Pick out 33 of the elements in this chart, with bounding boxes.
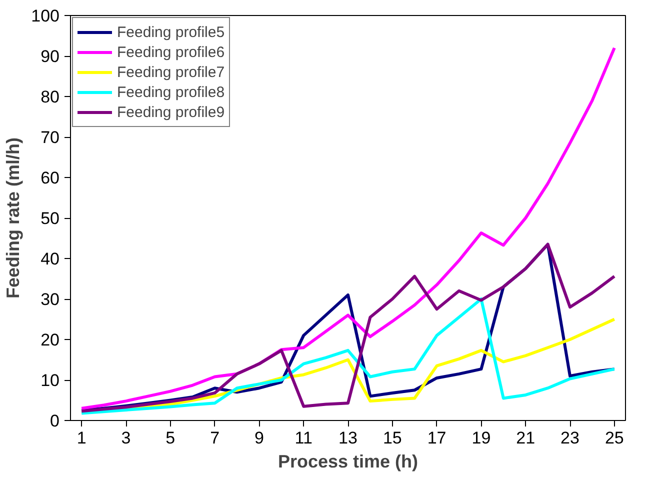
x-axis-title: Process time (h) (278, 452, 418, 472)
x-tick-label: 21 (516, 428, 536, 448)
legend-label: Feeding profile8 (117, 84, 225, 100)
y-axis-title: Feeding rate (ml/h) (3, 137, 24, 299)
y-tick-label: 0 (50, 412, 60, 430)
x-tick-label: 23 (560, 428, 580, 448)
y-tick-label: 20 (40, 330, 60, 350)
line-series (80, 46, 616, 410)
legend-label: Feeding profile7 (117, 64, 225, 80)
y-tick-label: 90 (40, 47, 60, 66)
legend-label: Feeding profile9 (117, 104, 225, 120)
y-tick-label: 70 (40, 128, 60, 147)
y-tick-label: 30 (40, 290, 60, 309)
y-tick-label: 10 (40, 371, 60, 390)
y-tick-label: 100 (31, 6, 60, 26)
x-tick-label: 1 (76, 428, 86, 448)
x-tick-label: 19 (472, 428, 491, 448)
x-tick-label: 15 (382, 428, 402, 448)
x-tick-label: 13 (338, 428, 358, 448)
x-tick-label: 3 (121, 428, 131, 448)
x-tick-label: 17 (427, 428, 446, 448)
y-tick-label: 80 (40, 88, 60, 106)
x-tick-label: 7 (210, 428, 220, 448)
x-tick-label: 5 (166, 428, 176, 448)
y-tick-label: 40 (40, 250, 60, 268)
x-tick-label: 25 (604, 428, 624, 448)
y-tick-label: 60 (40, 168, 60, 188)
x-tick-label: 9 (254, 428, 264, 448)
x-tick-label: 11 (294, 428, 312, 448)
legend-label: Feeding profile5 (117, 24, 225, 40)
legend-label: Feeding profile6 (117, 44, 225, 60)
line-series (80, 298, 616, 415)
y-tick-label: 50 (40, 209, 60, 228)
